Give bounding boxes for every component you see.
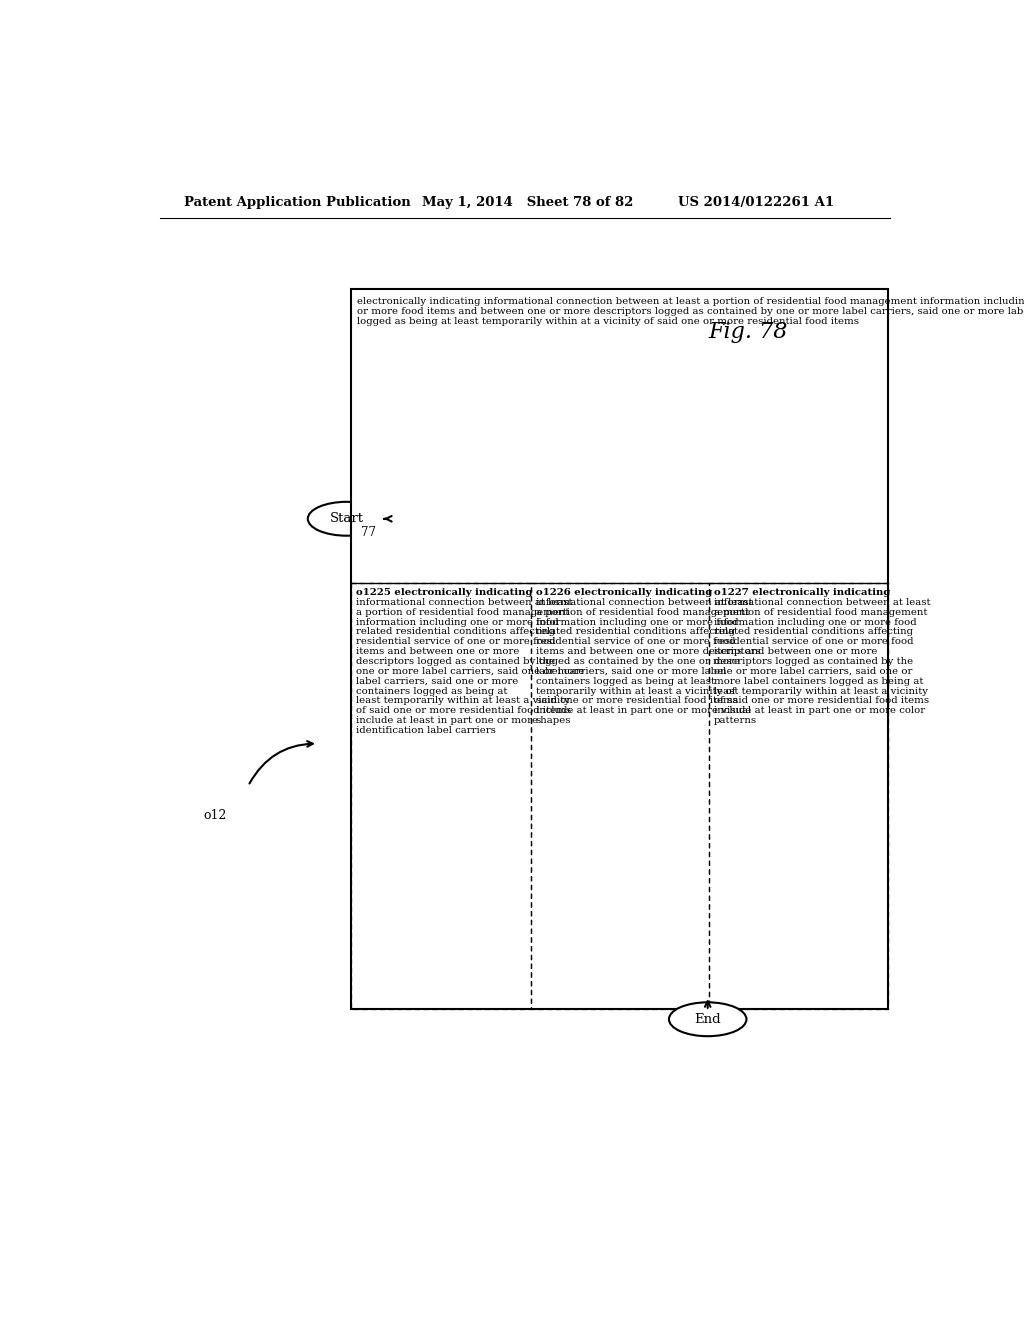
Text: informational connection between at least: informational connection between at leas…: [356, 598, 572, 607]
Text: logged as contained by the one or more: logged as contained by the one or more: [536, 657, 739, 667]
Text: o1226 electronically indicating: o1226 electronically indicating: [536, 589, 712, 597]
Text: containers logged as being at least: containers logged as being at least: [536, 677, 715, 686]
Text: or more food items and between one or more descriptors logged as contained by on: or more food items and between one or mo…: [357, 308, 1024, 315]
Text: temporarily within at least a vicinity of: temporarily within at least a vicinity o…: [536, 686, 735, 696]
Text: informational connection between at least: informational connection between at leas…: [536, 598, 753, 607]
Text: descriptors logged as contained by the: descriptors logged as contained by the: [714, 657, 913, 667]
Text: informational connection between at least: informational connection between at leas…: [714, 598, 931, 607]
Text: electronically indicating informational connection between at least a portion of: electronically indicating informational …: [357, 297, 1024, 306]
Text: least temporarily within at least a vicinity: least temporarily within at least a vici…: [714, 686, 928, 696]
Text: End: End: [694, 1012, 721, 1026]
Ellipse shape: [308, 502, 385, 536]
Text: related residential conditions affecting: related residential conditions affecting: [714, 627, 913, 636]
Text: related residential conditions affecting: related residential conditions affecting: [536, 627, 734, 636]
Text: identification label carriers: identification label carriers: [356, 726, 496, 735]
Text: include at least in part one or more: include at least in part one or more: [356, 717, 538, 725]
Text: residential service of one or more food: residential service of one or more food: [536, 638, 735, 647]
Text: residential service of one or more food: residential service of one or more food: [714, 638, 913, 647]
Text: a portion of residential food management: a portion of residential food management: [536, 607, 749, 616]
Bar: [710, 583, 888, 1010]
Text: Fig. 78: Fig. 78: [709, 321, 787, 343]
Text: related residential conditions affecting: related residential conditions affecting: [356, 627, 555, 636]
Text: items and between one or more descriptors: items and between one or more descriptor…: [536, 647, 761, 656]
Text: of said one or more residential food items: of said one or more residential food ite…: [356, 706, 571, 715]
Text: a portion of residential food management: a portion of residential food management: [356, 607, 569, 616]
Text: one or more label carriers, said one or: one or more label carriers, said one or: [714, 667, 912, 676]
Text: a portion of residential food management: a portion of residential food management: [714, 607, 928, 616]
Text: May 1, 2014   Sheet 78 of 82: May 1, 2014 Sheet 78 of 82: [423, 195, 634, 209]
Text: label carriers, said one or more label: label carriers, said one or more label: [536, 667, 726, 676]
Text: shapes: shapes: [536, 717, 571, 725]
Bar: [351, 583, 531, 1010]
Text: US 2014/0122261 A1: US 2014/0122261 A1: [678, 195, 835, 209]
Text: Start: Start: [330, 512, 364, 525]
Text: one or more label carriers, said one or more: one or more label carriers, said one or …: [356, 667, 585, 676]
Text: of said one or more residential food items: of said one or more residential food ite…: [714, 697, 929, 705]
Text: items and between one or more: items and between one or more: [356, 647, 519, 656]
Text: o1227 electronically indicating: o1227 electronically indicating: [714, 589, 890, 597]
Text: label carriers, said one or more: label carriers, said one or more: [356, 677, 518, 686]
Text: said one or more residential food items: said one or more residential food items: [536, 697, 737, 705]
Text: containers logged as being at: containers logged as being at: [356, 686, 507, 696]
Bar: [351, 289, 888, 1010]
Text: information including one or more food: information including one or more food: [714, 618, 916, 627]
Text: descriptors logged as contained by the: descriptors logged as contained by the: [356, 657, 555, 667]
Text: items and between one or more: items and between one or more: [714, 647, 878, 656]
Text: 77: 77: [360, 527, 376, 539]
Ellipse shape: [669, 1002, 746, 1036]
Text: include at least in part one or more visual: include at least in part one or more vis…: [536, 706, 751, 715]
Text: patterns: patterns: [714, 717, 757, 725]
Text: Patent Application Publication: Patent Application Publication: [183, 195, 411, 209]
Text: logged as being at least temporarily within at a vicinity of said one or more re: logged as being at least temporarily wit…: [357, 317, 859, 326]
Bar: [531, 583, 710, 1010]
Text: o1225 electronically indicating: o1225 electronically indicating: [356, 589, 532, 597]
Text: information including one or more food: information including one or more food: [536, 618, 738, 627]
Text: information including one or more food: information including one or more food: [356, 618, 558, 627]
Text: o12: o12: [203, 809, 226, 822]
Text: residential service of one or more food: residential service of one or more food: [356, 638, 555, 647]
Text: more label containers logged as being at: more label containers logged as being at: [714, 677, 924, 686]
Text: include at least in part one or more color: include at least in part one or more col…: [714, 706, 925, 715]
Text: least temporarily within at least a vicinity: least temporarily within at least a vici…: [356, 697, 569, 705]
